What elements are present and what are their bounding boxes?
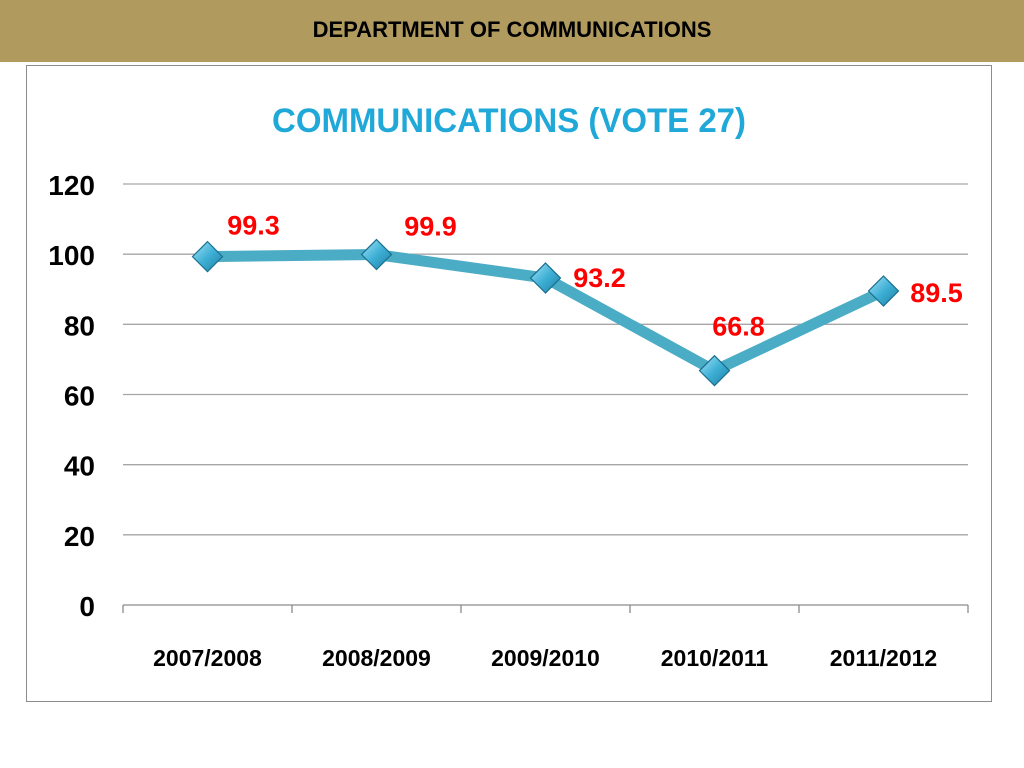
y-tick-label: 80 [64, 310, 95, 341]
data-label: 93.2 [573, 263, 626, 293]
data-point-marker [191, 240, 224, 273]
markers [191, 238, 900, 387]
header-bar [0, 0, 1024, 62]
y-tick-label: 100 [48, 240, 95, 271]
gridlines [123, 183, 968, 606]
y-tick-label: 0 [79, 591, 95, 622]
chart-title: COMMUNICATIONS (VOTE 27) [272, 102, 746, 140]
x-tick-label: 2008/2009 [322, 645, 431, 671]
data-label: 66.8 [712, 312, 765, 342]
x-tick-label: 2011/2012 [830, 645, 937, 671]
y-tick-label: 20 [64, 521, 95, 552]
y-tick-label: 40 [64, 451, 95, 482]
data-labels: 99.3 99.9 93.2 66.8 89.5 [227, 211, 963, 342]
data-point-marker [360, 238, 393, 271]
chart-frame [26, 65, 992, 702]
axes: 0 20 40 60 80 100 120 2007/2008 2008/2009 2009/20… [48, 170, 969, 671]
x-tick-label: 2009/2010 [491, 645, 600, 671]
data-point-marker [698, 354, 731, 387]
y-tick-label: 120 [48, 170, 95, 201]
x-tick-label: 2007/2008 [153, 645, 262, 671]
data-point-marker [867, 275, 900, 307]
x-tick-label: 2010/2011 [661, 645, 769, 671]
y-tick-label: 60 [64, 381, 95, 412]
data-label: 99.9 [404, 212, 457, 242]
slide-title: DEPARTMENT OF COMMUNICATIONS [312, 17, 712, 42]
data-label: 89.5 [910, 278, 963, 308]
data-point-marker [529, 262, 562, 294]
data-label: 99.3 [227, 211, 280, 241]
